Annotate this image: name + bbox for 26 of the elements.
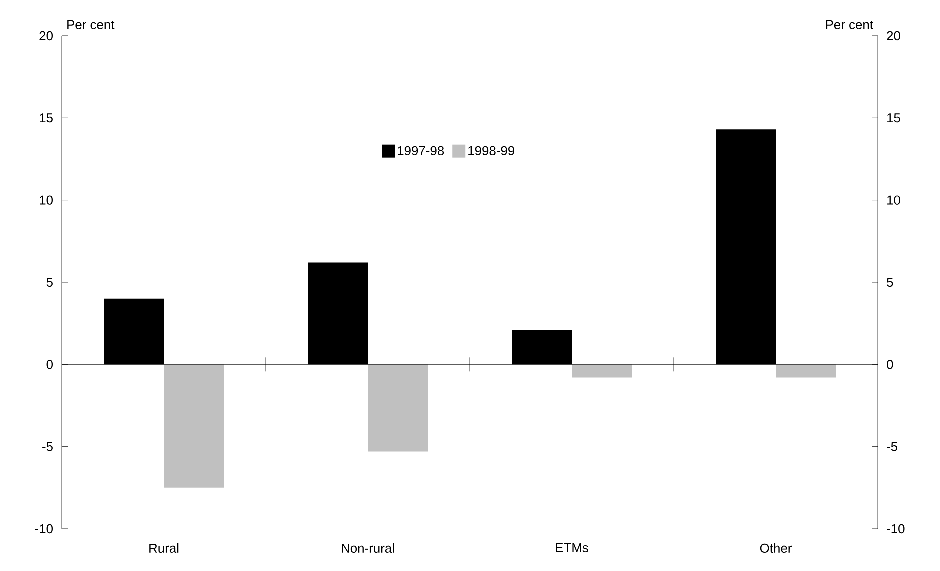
- y-tick-label: 10: [40, 196, 53, 205]
- y2-tick-label: 20: [887, 31, 900, 41]
- y2-tick-label: -10: [887, 524, 905, 534]
- bar: [368, 364, 428, 452]
- x-tick-label: ETMs: [556, 544, 588, 553]
- y2-tick-label: 5: [887, 278, 894, 287]
- x-tick-label: Non-rural: [342, 543, 394, 554]
- y2-tick-label: -5: [887, 442, 898, 452]
- bar: [572, 364, 632, 378]
- y-tick-label: 5: [46, 278, 53, 287]
- y-axis-title: Per cent: [68, 20, 115, 30]
- y2-tick-label: 10: [888, 196, 900, 205]
- bar: [164, 364, 224, 488]
- y-tick-label: -10: [35, 524, 53, 534]
- x-tick-label: Rural: [150, 543, 179, 554]
- legend-label: 1997-98: [398, 146, 444, 156]
- x-tick-label: Other: [760, 543, 792, 554]
- legend-label: 1998-99: [468, 146, 515, 156]
- y2-axis-title: Per cent: [826, 20, 874, 30]
- y-tick-label: 0: [46, 360, 53, 370]
- y-tick-label: 15: [40, 114, 53, 123]
- y-tick-label: 20: [40, 31, 53, 41]
- bar: [776, 364, 836, 378]
- y2-tick-label: 0: [887, 360, 894, 370]
- y-tick-label: -5: [42, 442, 53, 452]
- y2-tick-label: 15: [888, 114, 900, 123]
